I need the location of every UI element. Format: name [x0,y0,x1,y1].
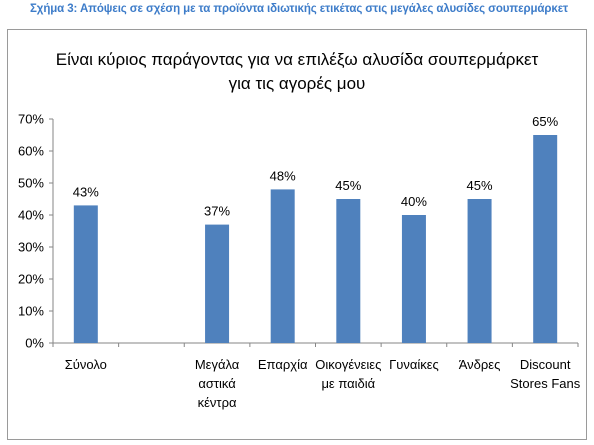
data-label: 65% [532,114,558,129]
x-tick-label: αστικά [198,376,236,391]
bar [467,199,492,343]
x-tick-label: Stores Fans [510,376,581,391]
x-tick-label: Γυναίκες [389,357,439,372]
x-tick-label: Discount [520,357,571,372]
x-tick-label: Επαρχία [258,357,308,372]
x-tick-label: Μεγάλα [195,357,240,372]
chart-title-line-1: Είναι κύριος παράγοντας για να επιλέξω α… [55,50,539,69]
x-tick-label: Σύνολο [65,357,107,372]
x-tick-label: με παιδιά [321,376,375,391]
bar [533,135,558,343]
x-tick-label: Άνδρες [459,357,501,372]
data-label: 45% [467,178,493,193]
x-tick-label: κέντρα [198,395,237,410]
figure-caption: Σχήμα 3: Απόψεις σε σχέση με τα προϊόντα… [30,3,569,15]
data-label: 45% [335,178,361,193]
bar [205,224,230,343]
y-tick-label: 60% [18,144,44,159]
data-label: 43% [73,184,99,199]
data-label: 40% [401,194,427,209]
y-tick-label: 40% [18,208,44,223]
bar [270,189,295,343]
y-tick-label: 0% [25,336,44,351]
bar [336,199,361,343]
chart-title-line-2: για τις αγορές μου [228,74,366,93]
x-tick-label: Οικογένειες [315,357,381,372]
data-label: 37% [204,204,230,219]
chart-title: Είναι κύριος παράγοντας για να επιλέξω α… [0,48,594,96]
y-tick-label: 30% [18,240,44,255]
y-tick-label: 20% [18,272,44,287]
bar [73,205,98,343]
y-tick-label: 50% [18,176,44,191]
data-label: 48% [270,168,296,183]
y-tick-label: 10% [18,304,44,319]
y-tick-label: 70% [18,112,44,127]
bar [401,215,426,343]
